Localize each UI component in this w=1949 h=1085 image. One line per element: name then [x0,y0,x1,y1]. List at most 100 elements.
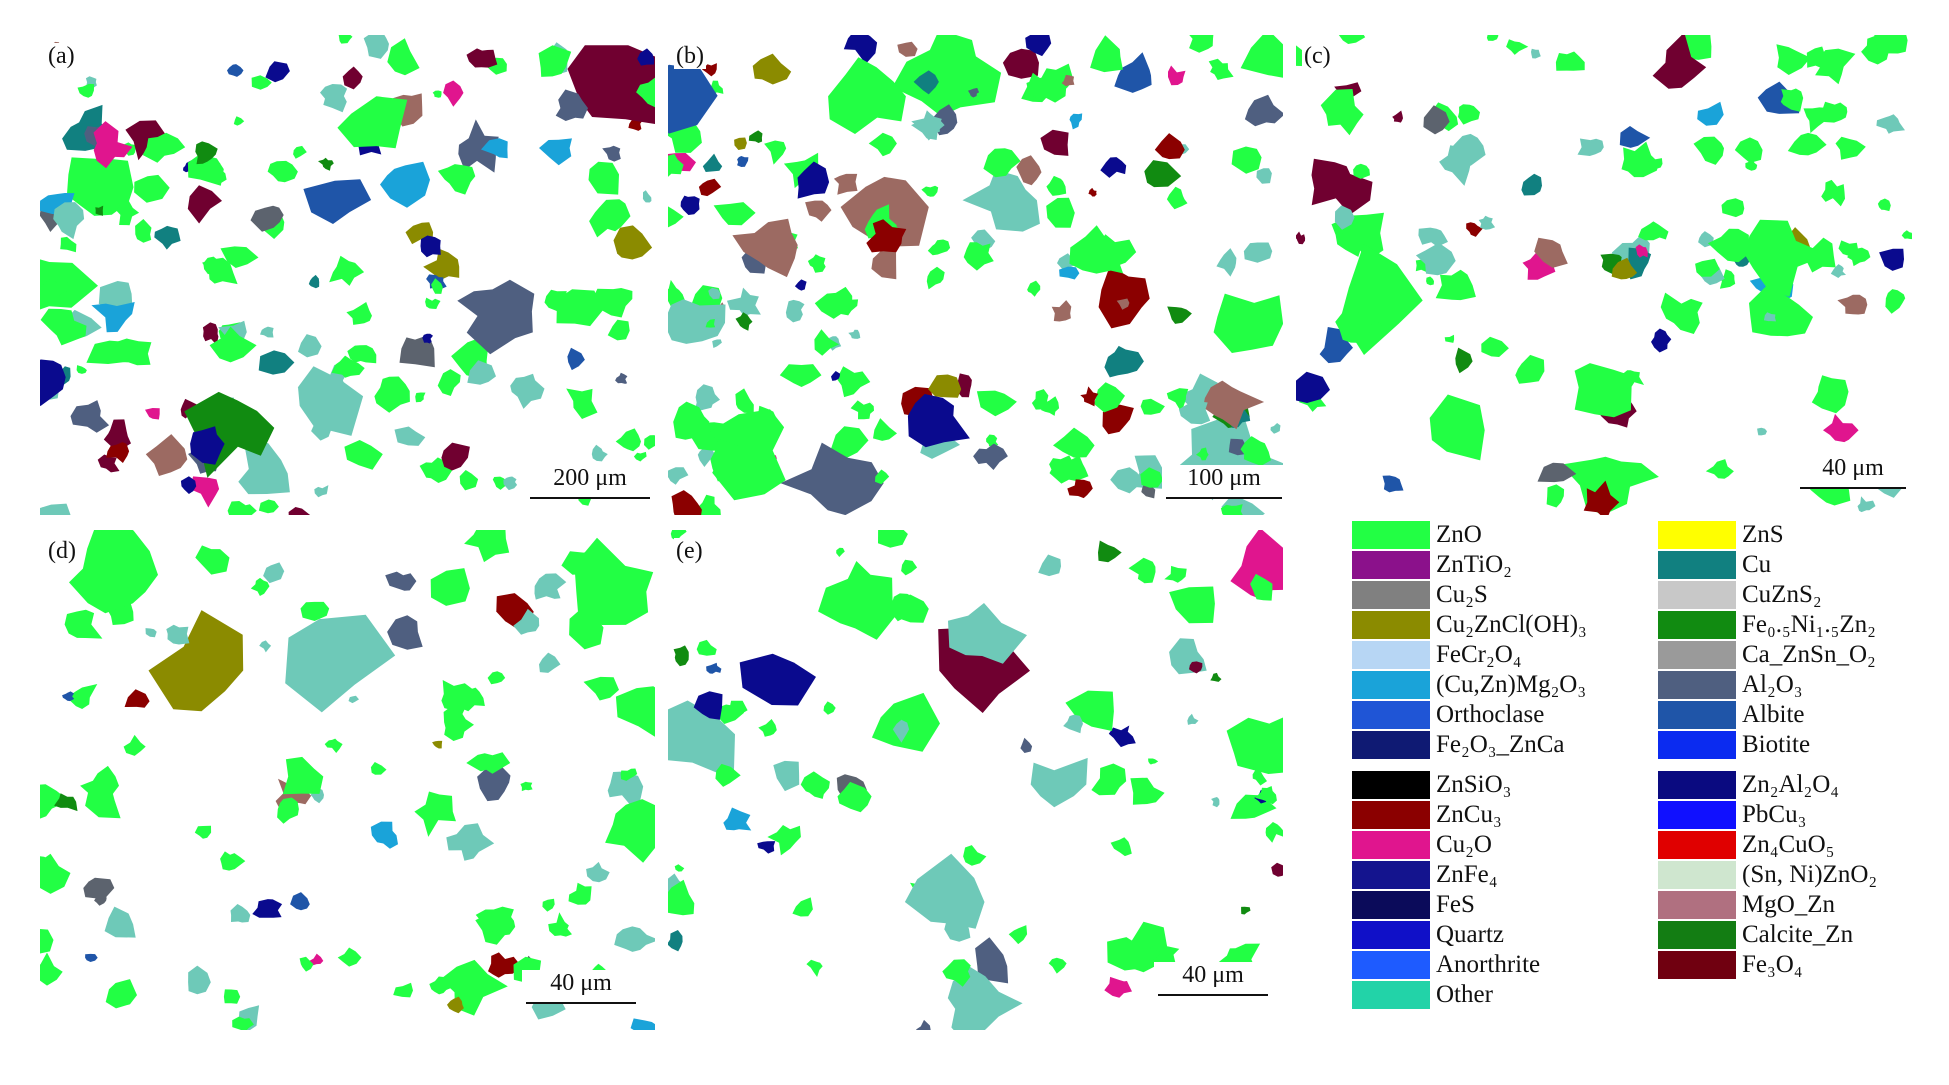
mineral-particle [1270,423,1281,434]
mineral-particle [805,200,832,222]
mineral-particle [757,841,776,854]
mineral-particle [1296,231,1306,245]
mineral-particle [1130,777,1165,805]
mineral-particle [98,281,133,311]
mineral-particle [1098,540,1122,563]
mineral-particle [794,279,807,291]
mineral-particle [1835,136,1866,160]
mineral-particle [91,302,135,333]
mineral-particle [1271,862,1283,877]
mineral-particle [834,298,859,316]
legend-item: Al₂O₃ [1658,670,1803,700]
mineral-particle [60,236,77,253]
mineral-particle [329,255,365,286]
legend-label: Cu₂S [1436,581,1488,608]
mineral-particle [561,550,601,575]
mineral-particle [542,898,555,912]
mineral-particle [85,953,98,962]
mineral-particle [806,959,823,977]
mineral-particle [188,965,211,995]
mineral-particle [1107,937,1163,971]
mineral-particle [614,926,655,952]
mineral-particle [380,161,430,208]
mineral-particle [1048,957,1067,974]
mineral-particle [189,476,220,508]
mineral-particle [1114,52,1152,93]
scale-bar: 40 μm [1154,962,1272,996]
mineral-particle [568,882,592,905]
mineral-particle [1025,35,1052,57]
mineral-particle [432,740,443,749]
mineral-particle [258,499,279,514]
scale-bar: 200 μm [526,465,654,499]
mineral-particle [668,279,686,307]
legend-item: (Sn, Ni)ZnO₂ [1658,860,1877,890]
mineral-particle [54,793,78,812]
mineral-particle [1481,336,1509,357]
mineral-particle [1719,269,1736,289]
mineral-particle [77,83,95,98]
mineral-particle [446,823,495,861]
mineral-particle [83,877,115,899]
mineral-particle [145,434,188,476]
mineral-particle [40,784,70,819]
mineral-particle [1213,293,1283,353]
mineral-particle [1243,242,1273,263]
legend-swatch [1352,921,1430,949]
legend-label: Fe₀.₅Ni₁.₅Zn₂ [1742,611,1876,638]
mineral-particle [1338,35,1366,44]
mineral-particle [694,384,720,413]
mineral-particle [443,80,464,107]
scale-bar-line [526,1002,636,1004]
particle-map-d [40,530,655,1030]
mineral-particle [712,339,722,348]
mineral-particle [1515,354,1545,384]
mineral-particle [259,640,272,653]
mineral-particle [983,148,1021,178]
mineral-particle [1885,289,1906,314]
legend-label: Fe₂O₃_ZnCa [1436,731,1565,758]
mineral-particle [668,467,689,485]
mineral-particle [904,853,985,929]
mineral-particle [1265,822,1283,843]
mineral-particle [732,218,798,278]
mineral-particle [1478,215,1496,230]
mineral-particle [976,390,1017,417]
mineral-particle [1203,380,1265,430]
mineral-particle [615,428,641,452]
mineral-particle [830,426,869,460]
mineral-particle [668,700,735,780]
mineral-particle [680,195,700,215]
mineral-particle [195,141,218,165]
mineral-particle [1040,129,1069,156]
legend-label: ZnTiO₂ [1436,551,1512,578]
mineral-particle [1787,132,1827,156]
mineral-particle [459,470,479,491]
mineral-particle [780,442,884,515]
mineral-particle [534,573,567,600]
mineral-particle [1618,370,1645,390]
mineral-particle [1090,35,1123,73]
mineral-particle [288,507,311,515]
mineral-particle [431,278,443,294]
phase-legend: ZnO ZnTiO₂ Cu₂S Cu₂ZnCl(OH)₃ FeCr₂O₄ (Cu,Zn)M… [1352,520,1932,1065]
mineral-particle [309,953,324,966]
mineral-particle [1240,436,1271,466]
mineral-particle [1098,265,1150,329]
legend-item: ZnSiO₃ [1352,770,1511,800]
mineral-particle [668,299,726,344]
mineral-particle [106,442,130,463]
legend-swatch [1658,891,1736,919]
mineral-particle [752,53,792,85]
legend-swatch [1658,831,1736,859]
mineral-particle [1335,307,1368,343]
legend-label: PbCu₃ [1742,801,1807,828]
mineral-particle [429,976,456,995]
mineral-particle [633,451,647,462]
mineral-particle [539,138,572,166]
mineral-particle [370,762,387,775]
mineral-particle [1695,258,1720,277]
mineral-particle [1648,158,1663,170]
legend-swatch [1658,521,1736,549]
mineral-particle [1167,306,1192,324]
